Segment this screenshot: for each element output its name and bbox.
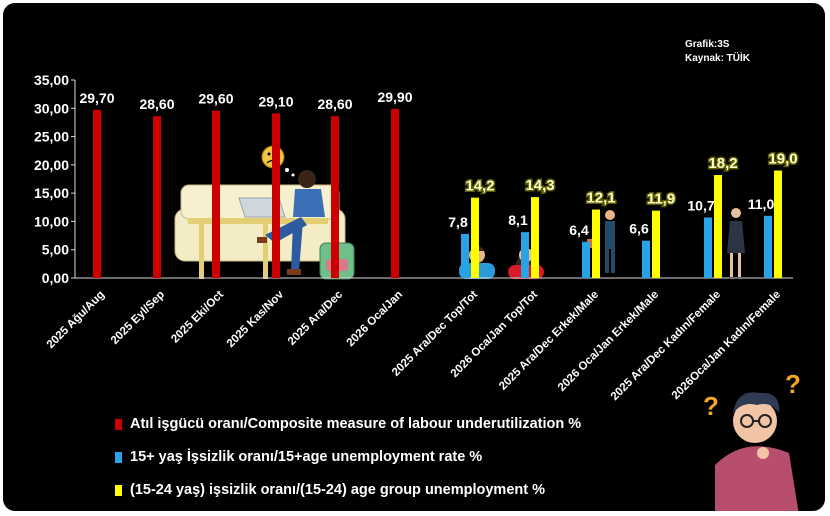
x-tick-label: 2025 Ara/Dec Erkek/Male — [497, 289, 601, 393]
y-tick-label: 0,00 — [42, 270, 69, 286]
thinking-man-illustration — [715, 392, 799, 511]
svg-text:?: ? — [703, 391, 719, 421]
data-label-blue: 6,6 — [629, 221, 649, 237]
bar-yellow — [652, 210, 660, 278]
x-tick-label: 2026 Oca/Jan — [345, 289, 405, 349]
data-label-blue: 6,4 — [569, 222, 589, 238]
businessman-illustration — [587, 210, 615, 273]
question-mark-icon: ? ? — [703, 369, 801, 421]
bar-blue — [461, 233, 469, 278]
y-tick-label: 15,00 — [34, 185, 69, 201]
bar-red — [93, 109, 101, 279]
legend-swatch-red — [115, 418, 122, 430]
chart-x-tick-labels: 2025 Ağu/Aug 2025 Eyl/Sep 2025 Eki/Oct2025… — [45, 288, 783, 403]
bar-yellow — [714, 175, 722, 278]
data-label-yellow: 14,2 — [465, 178, 494, 195]
bar-blue — [582, 241, 590, 278]
legend-label-blue: 15+ yaş İşsizlik oranı/15+age unemployme… — [130, 449, 483, 465]
chart-data-labels: 29,70 28,60 29,60 29,10 28,60 29,90 7,8 14,2 8,1… — [79, 89, 799, 238]
data-label-yellow: 11,9 — [647, 191, 675, 208]
legend-item-yellow: (15-24 yaş) işsizlik oranı/(15-24) age g… — [115, 482, 545, 498]
data-label-yellow: 14,3 — [525, 177, 554, 194]
bar-yellow — [531, 197, 539, 278]
y-tick-label: 10,00 — [34, 213, 69, 229]
data-label-red: 29,70 — [79, 90, 114, 106]
x-tick-label: 2025 Eyl/Sep — [109, 289, 167, 347]
data-label-yellow: 12,1 — [586, 190, 615, 207]
data-label-red: 29,60 — [198, 91, 233, 107]
data-label-red: 28,60 — [139, 96, 174, 112]
data-label-red: 28,60 — [317, 96, 352, 112]
bar-blue — [704, 217, 712, 278]
x-tick-label: 2025 Ara/Dec — [286, 288, 346, 348]
chart-bars — [93, 108, 782, 279]
chart-frame: ? ? 0,00 5,00 10,00 15,00 20,00 25,00 30,00 35,… — [3, 3, 825, 511]
legend-label-yellow: (15-24 yaş) işsizlik oranı/(15-24) age g… — [130, 482, 545, 498]
x-tick-label: 2026Oca/Jan Kadın/Female — [670, 289, 783, 402]
data-label-red: 29,10 — [258, 93, 293, 109]
legend-swatch-blue — [115, 451, 122, 463]
data-label-yellow: 19,0 — [768, 151, 797, 168]
data-label-blue: 8,1 — [508, 212, 528, 228]
bar-blue — [764, 215, 772, 278]
legend-swatch-yellow — [115, 484, 122, 496]
source-label: Kaynak: TÜİK — [685, 53, 751, 64]
x-tick-label: 2025 Ağu/Aug — [45, 289, 107, 351]
chart-axes: 0,00 5,00 10,00 15,00 20,00 25,00 30,00 35,00 — [34, 72, 793, 286]
chart-svg: ? ? 0,00 5,00 10,00 15,00 20,00 25,00 30,00 35,… — [34, 72, 801, 511]
bar-red — [272, 113, 280, 279]
x-tick-label: 2026 Oca/Jan Erkek/Male — [556, 289, 661, 394]
y-tick-label: 5,00 — [42, 242, 69, 258]
bar-red — [331, 116, 339, 278]
businesswoman-illustration — [727, 208, 745, 277]
bar-yellow — [592, 209, 600, 278]
x-tick-label: 2025 Eki/Oct — [169, 289, 226, 346]
bar-blue — [642, 240, 650, 278]
legend-item-red: Atıl işgücü oranı/Composite measure of l… — [115, 416, 581, 432]
data-label-red: 29,90 — [377, 89, 412, 105]
data-label-blue: 7,8 — [448, 214, 468, 230]
bar-red — [212, 110, 220, 278]
y-tick-label: 35,00 — [34, 72, 69, 88]
x-tick-label: 2025 Ara/Dec Kadın/Female — [609, 289, 723, 403]
y-tick-label: 30,00 — [34, 100, 69, 116]
bar-yellow — [774, 170, 782, 278]
data-label-blue: 11,0 — [748, 196, 775, 212]
data-label-blue: 10,7 — [687, 197, 714, 213]
legend-item-blue: 15+ yaş İşsizlik oranı/15+age unemployme… — [115, 449, 482, 465]
bar-red — [153, 116, 161, 278]
graphic-id: Grafik:3S — [685, 39, 730, 50]
legend-label-red: Atıl işgücü oranı/Composite measure of l… — [130, 416, 582, 432]
bar-yellow — [471, 197, 479, 278]
svg-text:?: ? — [785, 369, 801, 399]
bar-red — [391, 108, 399, 278]
y-tick-label: 20,00 — [34, 157, 69, 173]
data-label-yellow: 18,2 — [708, 155, 737, 172]
y-tick-label: 25,00 — [34, 129, 69, 145]
x-tick-label: 2025 Kas/Nov — [225, 288, 287, 350]
bar-blue — [521, 232, 529, 278]
